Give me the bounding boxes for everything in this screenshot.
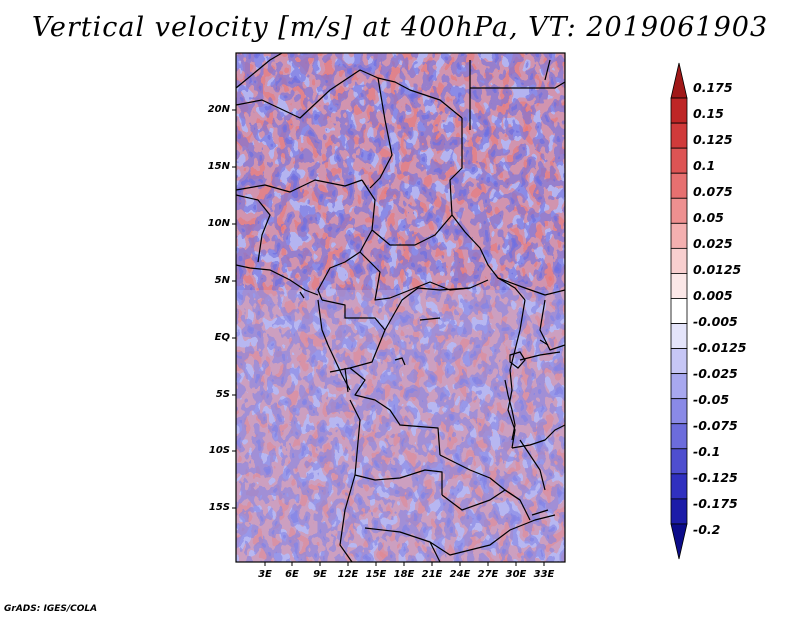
colorbar-segment bbox=[670, 298, 688, 324]
colorbar-label: 0.0125 bbox=[693, 262, 742, 277]
colorbar-label: 0.005 bbox=[693, 288, 733, 303]
colorbar-label: 0.125 bbox=[693, 132, 733, 147]
lon-label-15e: 15E bbox=[365, 569, 387, 580]
colorbar-label: 0.15 bbox=[693, 106, 724, 121]
colorbar-segment bbox=[670, 97, 688, 124]
colorbar-segment bbox=[670, 222, 688, 249]
colorbar-segment bbox=[670, 122, 688, 149]
lon-label-6e: 6E bbox=[285, 569, 299, 580]
colorbar-segment bbox=[670, 197, 688, 224]
colorbar-label: 0.1 bbox=[693, 158, 716, 173]
colorbar-segment bbox=[670, 448, 688, 475]
lon-label-18e: 18E bbox=[393, 569, 415, 580]
lat-label-5n: 5N bbox=[214, 275, 230, 286]
colorbar-segment bbox=[670, 398, 688, 425]
lat-label-15s: 15S bbox=[208, 502, 230, 513]
velocity-field bbox=[236, 53, 565, 562]
colorbar-segment bbox=[670, 62, 688, 99]
axis-ticks bbox=[232, 109, 545, 566]
colorbar-label: 0.05 bbox=[693, 210, 724, 225]
country-borders bbox=[235, 52, 566, 563]
colorbar-segment bbox=[670, 247, 688, 274]
colorbar-segment bbox=[670, 172, 688, 199]
colorbar-label: -0.125 bbox=[693, 470, 738, 485]
colorbar-segment bbox=[670, 323, 688, 349]
lat-label-5s: 5S bbox=[215, 389, 230, 400]
lon-label-30e: 30E bbox=[505, 569, 527, 580]
colorbar-label: -0.005 bbox=[693, 314, 738, 329]
colorbar-segment bbox=[670, 498, 688, 525]
colorbar-label: -0.2 bbox=[693, 522, 721, 537]
colorbar-segment bbox=[670, 348, 688, 375]
colorbar-segment bbox=[670, 523, 688, 560]
colorbar-label: -0.0125 bbox=[693, 340, 747, 355]
colorbar-label: 0.025 bbox=[693, 236, 733, 251]
map-title: Vertical velocity [m/s] at 400hPa, VT: 2… bbox=[31, 12, 769, 43]
colorbar-segment bbox=[670, 373, 688, 400]
lon-label-3e: 3E bbox=[258, 569, 272, 580]
lakes-coast bbox=[235, 264, 549, 491]
map-frame bbox=[235, 52, 566, 563]
colorbar-label: -0.05 bbox=[693, 392, 730, 407]
lon-label-27e: 27E bbox=[477, 569, 499, 580]
colorbar-label: -0.075 bbox=[693, 418, 738, 433]
colorbar-label: -0.1 bbox=[693, 444, 721, 459]
colorbar-segment bbox=[670, 423, 688, 450]
colorbar-label: -0.175 bbox=[693, 496, 738, 511]
lat-label-20n: 20N bbox=[207, 104, 230, 115]
lon-label-21e: 21E bbox=[421, 569, 443, 580]
colorbar bbox=[670, 62, 688, 560]
lat-label-10s: 10S bbox=[208, 445, 230, 456]
lat-label-15n: 15N bbox=[207, 161, 230, 172]
colorbar-label: 0.075 bbox=[693, 184, 733, 199]
lon-label-33e: 33E bbox=[533, 569, 555, 580]
colorbar-segment bbox=[670, 273, 688, 299]
colorbar-label: 0.175 bbox=[693, 80, 733, 95]
lat-label-eq: EQ bbox=[214, 332, 230, 343]
colorbar-segment bbox=[670, 147, 688, 174]
colorbar-label: -0.025 bbox=[693, 366, 738, 381]
lon-label-12e: 12E bbox=[337, 569, 359, 580]
lon-label-9e: 9E bbox=[313, 569, 327, 580]
colorbar-segment bbox=[670, 473, 688, 500]
lon-label-24e: 24E bbox=[449, 569, 471, 580]
lat-label-10n: 10N bbox=[207, 218, 230, 229]
credit-label: GrADS: IGES/COLA bbox=[4, 604, 98, 614]
